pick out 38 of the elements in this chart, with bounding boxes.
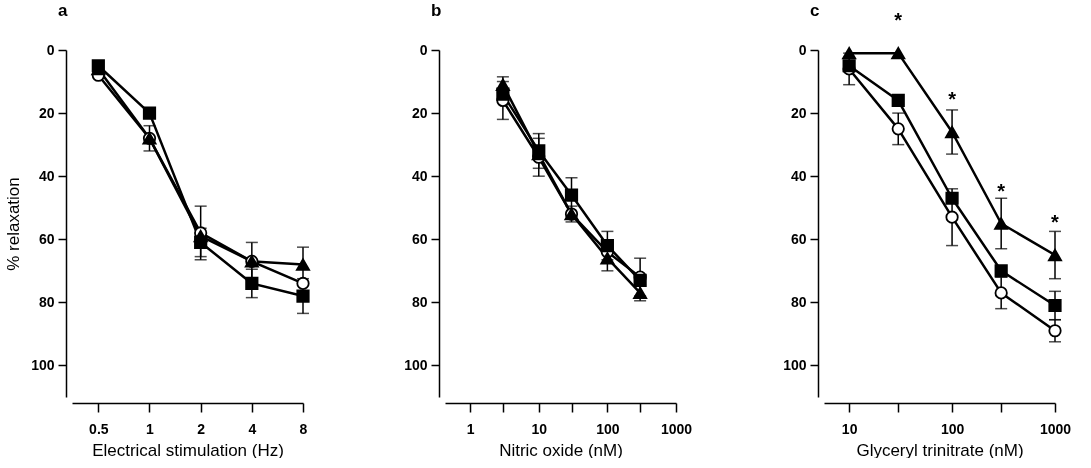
x-tick-label: 4	[248, 420, 257, 437]
y-tick-label: 40	[411, 167, 428, 184]
x-tick-label: 1000	[1039, 420, 1072, 437]
annotation: *	[997, 179, 1006, 202]
y-tick-label: 20	[790, 104, 807, 121]
x-tick-label: 0.5	[89, 420, 109, 437]
x-tick-label: 100	[596, 420, 620, 437]
y-tick-label: 60	[790, 230, 807, 247]
y-tick-label: 0	[46, 41, 55, 58]
chart-title: c	[810, 1, 820, 20]
y-axis-title: % relaxation	[4, 177, 24, 271]
x-tick-label: 1000	[660, 420, 693, 437]
y-tick-label: 0	[798, 41, 807, 58]
y-tick-label: 80	[38, 293, 55, 310]
x-tick-label: 10	[841, 420, 858, 437]
x-tick-label: 8	[299, 420, 308, 437]
y-tick-label: 100	[404, 356, 428, 373]
x-tick-label: 2	[197, 420, 206, 437]
y-tick-label: 40	[790, 167, 807, 184]
annotation: *	[948, 88, 957, 111]
y-tick-label: 80	[411, 293, 428, 310]
y-tick-label: 20	[411, 104, 428, 121]
annotation: *	[894, 9, 903, 32]
y-tick-label: 100	[783, 356, 807, 373]
y-tick-label: 40	[38, 167, 55, 184]
chart-title: b	[431, 1, 442, 20]
y-tick-label: 100	[31, 356, 55, 373]
y-tick-label: 0	[419, 41, 428, 58]
y-tick-label: 80	[790, 293, 807, 310]
y-tick-label: 20	[38, 104, 55, 121]
y-tick-label: 60	[411, 230, 428, 247]
y-tick-label: 60	[38, 230, 55, 247]
x-tick-label: 1	[146, 420, 155, 437]
annotation: *	[1051, 211, 1060, 234]
chart-title: a	[58, 1, 68, 20]
x-tick-label: 100	[940, 420, 965, 437]
x-tick-label: 10	[531, 420, 548, 437]
x-tick-label: 1	[466, 420, 475, 437]
